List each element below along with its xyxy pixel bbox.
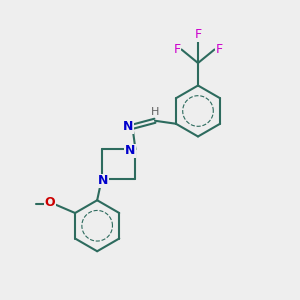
Text: N: N xyxy=(123,120,133,133)
Text: F: F xyxy=(173,43,181,56)
Text: H: H xyxy=(151,107,159,117)
Text: N: N xyxy=(125,144,135,157)
Text: F: F xyxy=(215,43,223,56)
Text: O: O xyxy=(44,196,55,209)
Text: F: F xyxy=(194,28,202,41)
Text: N: N xyxy=(98,174,108,187)
